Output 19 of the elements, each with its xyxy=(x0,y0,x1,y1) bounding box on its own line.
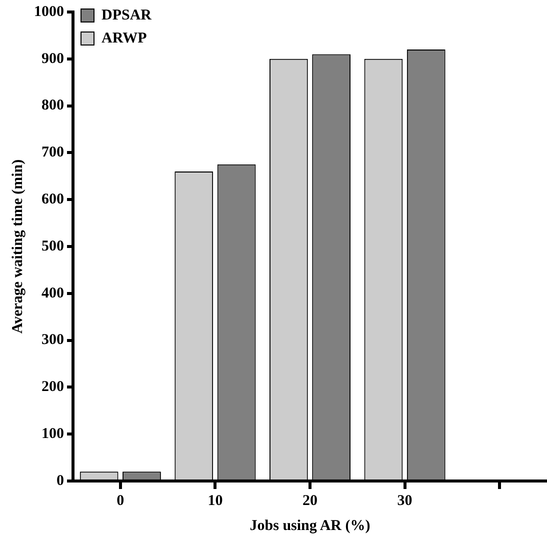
y-tick-label: 700 xyxy=(42,144,64,161)
legend-label: ARWP xyxy=(102,30,147,46)
y-tick-label: 900 xyxy=(42,50,64,67)
y-tick-label: 1000 xyxy=(34,4,64,20)
y-tick-label: 0 xyxy=(56,472,64,489)
x-tick-label: 30 xyxy=(397,492,412,509)
x-tick-label: 10 xyxy=(208,492,223,509)
y-tick-label: 500 xyxy=(42,238,64,254)
x-axis-title: Jobs using AR (%) xyxy=(250,518,370,534)
y-tick-label: 100 xyxy=(42,426,64,442)
legend-label: DPSAR xyxy=(102,7,152,24)
y-tick-label: 800 xyxy=(42,98,64,114)
y-tick-label: 400 xyxy=(42,285,64,302)
x-tick-label: 0 xyxy=(116,492,124,509)
y-axis-title: Average waiting time (min) xyxy=(10,159,26,334)
y-tick-label: 300 xyxy=(42,332,64,348)
x-tick-label: 20 xyxy=(302,492,318,509)
y-tick-label: 600 xyxy=(42,191,64,208)
y-tick-label: 200 xyxy=(42,379,64,396)
